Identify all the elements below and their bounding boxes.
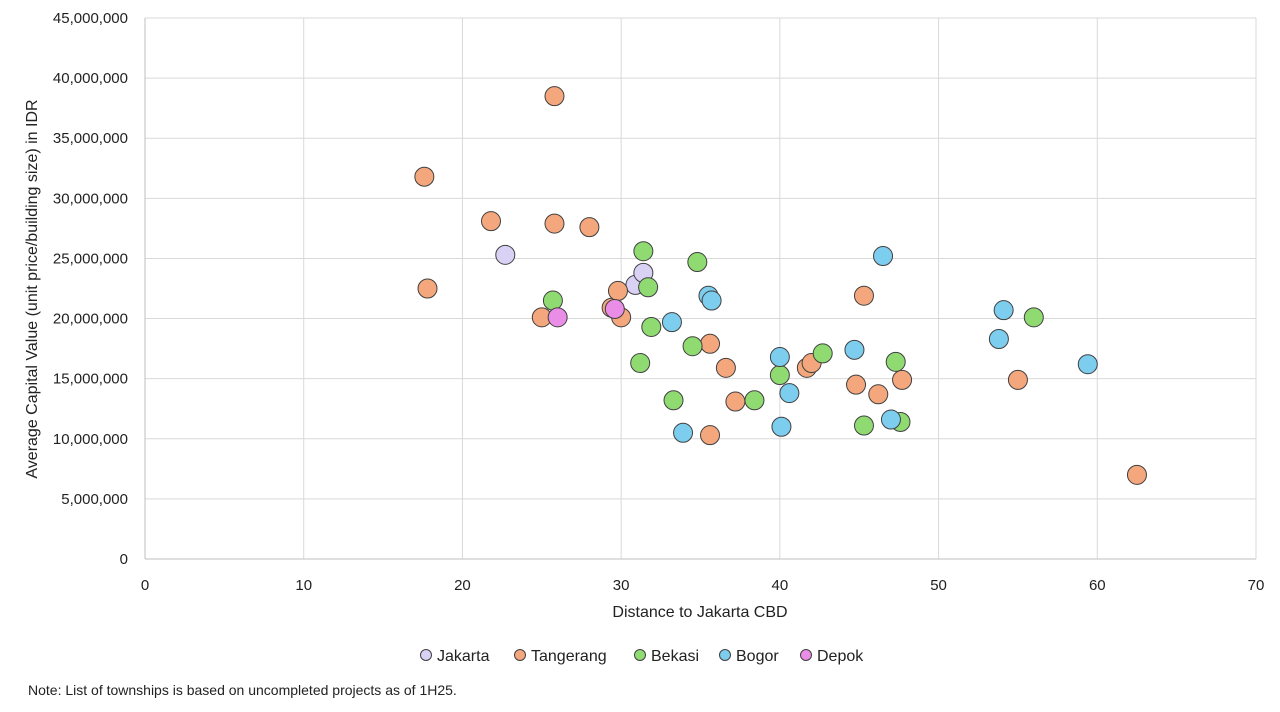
data-point [779, 383, 800, 404]
legend-marker [420, 649, 432, 661]
data-point [1126, 464, 1147, 485]
series-bekasi [542, 241, 1044, 436]
axes [144, 18, 1256, 560]
data-point [661, 312, 682, 333]
legend-item-bekasi: Bekasi [634, 648, 699, 665]
legend: Jakarta Tangerang Bekasi Bogor Depok [420, 648, 864, 665]
data-point [495, 244, 516, 265]
y-tick-label: 30,000,000 [53, 190, 128, 207]
data-point [1077, 354, 1098, 375]
legend-marker [514, 649, 526, 661]
data-point [414, 166, 435, 187]
data-point [769, 365, 790, 386]
data-point [771, 416, 792, 437]
data-points [414, 86, 1147, 485]
data-point [846, 374, 867, 395]
x-tick-label: 0 [141, 577, 149, 594]
x-tick-labels: 0 10 20 30 40 50 60 70 [141, 577, 1265, 594]
data-point [682, 336, 703, 357]
data-point [744, 390, 765, 411]
data-point [700, 333, 721, 354]
legend-marker [719, 649, 731, 661]
data-point [844, 339, 865, 360]
x-tick-label: 50 [930, 577, 947, 594]
y-tick-label: 25,000,000 [53, 250, 128, 267]
data-point [812, 343, 833, 364]
data-point [993, 300, 1014, 321]
data-point [873, 246, 894, 267]
data-point [725, 391, 746, 412]
x-tick-label: 60 [1089, 577, 1106, 594]
y-tick-label: 20,000,000 [53, 311, 128, 328]
data-point [885, 351, 906, 372]
series-bogor [661, 246, 1098, 443]
data-point [880, 409, 901, 430]
data-point [633, 241, 654, 262]
legend-label: Bekasi [651, 648, 699, 665]
data-point [868, 384, 889, 405]
data-point [607, 280, 628, 301]
y-tick-label: 5,000,000 [61, 491, 128, 508]
x-tick-label: 30 [613, 577, 630, 594]
data-point [687, 252, 708, 273]
x-tick-label: 70 [1248, 577, 1265, 594]
data-point [853, 415, 874, 436]
x-tick-label: 40 [772, 577, 789, 594]
data-point [579, 217, 600, 238]
y-tick-label: 10,000,000 [53, 431, 128, 448]
x-tick-label: 20 [454, 577, 471, 594]
y-axis-title: Average Capital Value (unit price/buildi… [24, 99, 41, 478]
legend-marker [800, 649, 812, 661]
footnote: Note: List of townships is based on unco… [28, 682, 457, 698]
data-point [604, 298, 625, 319]
data-point [638, 277, 659, 298]
y-tick-label: 35,000,000 [53, 130, 128, 147]
x-axis-title: Distance to Jakarta CBD [612, 604, 787, 621]
data-point [641, 316, 662, 337]
data-point [988, 328, 1009, 349]
data-point [417, 278, 438, 299]
data-point [769, 347, 790, 368]
data-point [673, 422, 694, 443]
y-tick-labels: 0 5,000,000 10,000,000 15,000,000 20,000,000… [53, 10, 128, 568]
y-tick-label: 40,000,000 [53, 70, 128, 87]
data-point [853, 285, 874, 306]
legend-marker [634, 649, 646, 661]
data-point [542, 290, 563, 311]
legend-label: Tangerang [531, 648, 607, 665]
data-point [480, 211, 501, 232]
data-point [1023, 307, 1044, 328]
legend-label: Bogor [736, 648, 779, 665]
data-point [544, 213, 565, 234]
data-point [701, 290, 722, 311]
data-point [892, 369, 913, 390]
x-tick-label: 10 [295, 577, 312, 594]
series-depok [547, 298, 625, 328]
y-tick-label: 0 [120, 551, 128, 568]
data-point [663, 390, 684, 411]
y-tick-label: 15,000,000 [53, 371, 128, 388]
data-point [630, 353, 651, 374]
legend-item-tangerang: Tangerang [514, 648, 607, 665]
series-jakarta [495, 244, 654, 295]
data-point [547, 307, 568, 328]
legend-item-depok: Depok [800, 648, 864, 665]
grid-lines [145, 17, 1257, 560]
y-tick-label: 45,000,000 [53, 10, 128, 27]
legend-item-bogor: Bogor [719, 648, 779, 665]
legend-label: Jakarta [437, 648, 490, 665]
data-point [544, 86, 565, 107]
data-point [700, 425, 721, 446]
data-point [715, 357, 736, 378]
legend-label: Depok [817, 648, 864, 665]
data-point [1007, 369, 1028, 390]
legend-item-jakarta: Jakarta [420, 648, 490, 665]
